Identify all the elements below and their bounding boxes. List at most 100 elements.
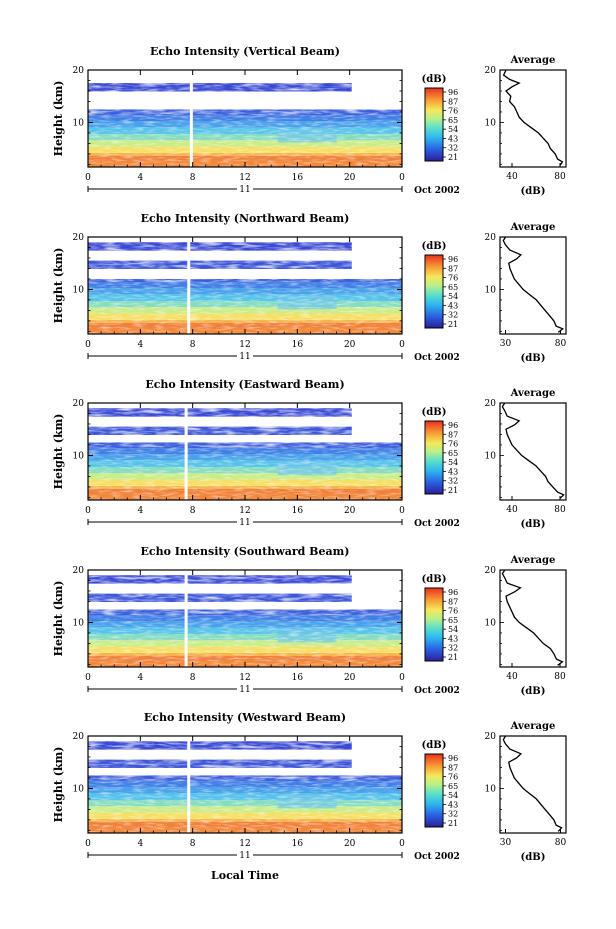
x-tick-label: 12: [239, 506, 250, 516]
average-title: Average: [510, 55, 556, 66]
data-gap: [189, 70, 193, 167]
day-label-bg: [237, 351, 253, 361]
colorbar-tick-label: 21: [448, 819, 458, 828]
data-gap: [187, 237, 191, 334]
average-title: Average: [510, 555, 556, 566]
date-label: Oct 2002: [414, 353, 460, 363]
speckle-texture: [88, 736, 402, 781]
colorbar-tick-label: 43: [448, 800, 458, 809]
average-title: Average: [510, 388, 556, 399]
colorbar-tick-label: 65: [448, 283, 458, 292]
y-tick-label: 10: [73, 285, 85, 295]
x-tick-label: 4: [137, 673, 143, 683]
colorbar-tick-label: 54: [448, 625, 458, 634]
average-frame: [499, 69, 567, 168]
panel-1: Echo Intensity (Northward Beam) 0 4 8 12 16 20…: [52, 212, 567, 364]
colorbar-tick-label: 32: [448, 477, 458, 486]
x-tick-label: 8: [190, 340, 196, 350]
average-x-tick-label: 80: [555, 838, 567, 848]
day-label-bg: [237, 850, 253, 860]
day-label: 11: [239, 518, 250, 528]
x-tick-label: 16: [292, 340, 304, 350]
colorbar-tick-label: 54: [448, 292, 458, 301]
y-axis-label: Height (km): [52, 414, 65, 490]
x-tick-label: 8: [190, 673, 196, 683]
x-tick-label: 0: [399, 839, 405, 849]
average-profile-line: [502, 69, 564, 166]
colorbar-tick-label: 54: [448, 125, 458, 134]
y-tick-label: 10: [73, 618, 85, 628]
x-tick-label: 12: [239, 340, 250, 350]
colorbar-tick-label: 43: [448, 301, 458, 310]
x-tick-label: 20: [344, 506, 356, 516]
colorbar-tick-label: 43: [448, 467, 458, 476]
y-tick-label: 20: [73, 399, 85, 409]
average-x-tick-label: 40: [506, 672, 518, 682]
average-x-tick-label: 80: [554, 672, 566, 682]
average-x-tick-label: 30: [500, 838, 512, 848]
colorbar-tick-label: 76: [448, 773, 458, 782]
x-tick-label: 4: [137, 340, 143, 350]
colorbar-tick-label: 32: [448, 810, 458, 819]
colorbar: [424, 87, 444, 162]
colorbar-title: (dB): [422, 74, 447, 85]
day-label-bg: [237, 184, 253, 194]
y-tick-label: 10: [73, 451, 85, 461]
colorbar-title: (dB): [422, 574, 447, 585]
x-tick-label: 4: [137, 506, 143, 516]
date-label: Oct 2002: [414, 186, 460, 196]
colorbar-tick-label: 76: [448, 607, 458, 616]
average-x-tick-label: 40: [506, 172, 518, 182]
colorbar-tick-label: 96: [448, 754, 458, 763]
data-gap: [184, 403, 188, 500]
x-tick-label: 0: [85, 839, 91, 849]
x-tick-label: 0: [399, 340, 405, 350]
average-frame: [499, 236, 567, 335]
x-tick-label: 16: [292, 173, 304, 183]
colorbar-tick-label: 21: [448, 486, 458, 495]
colorbar-title: (dB): [422, 740, 447, 751]
x-tick-label: 12: [239, 839, 250, 849]
x-tick-label: 20: [344, 340, 356, 350]
x-tick-label: 8: [190, 173, 196, 183]
average-x-tick-label: 80: [555, 339, 567, 349]
colorbar-tick-label: 87: [448, 597, 458, 606]
panel-3: Echo Intensity (Southward Beam) 0 4 8 12 16 20…: [52, 545, 567, 697]
average-x-tick-label: 80: [554, 505, 566, 515]
average-y-tick-label: 10: [485, 784, 497, 794]
average-x-tick-label: 40: [506, 505, 518, 515]
average-y-tick-label: 10: [485, 618, 497, 628]
x-tick-label: 12: [239, 673, 250, 683]
colorbar-tick-label: 32: [448, 311, 458, 320]
colorbar-tick-label: 21: [448, 653, 458, 662]
y-tick-label: 20: [73, 566, 85, 576]
x-tick-label: 16: [292, 506, 304, 516]
y-tick-label: 10: [73, 118, 85, 128]
speckle-texture: [88, 403, 402, 448]
x-axis-label: Local Time: [211, 869, 279, 882]
colorbar: [424, 420, 444, 495]
panel-title: Echo Intensity (Westward Beam): [144, 711, 346, 724]
panel-title: Echo Intensity (Southward Beam): [141, 545, 350, 558]
y-axis-label: Height (km): [52, 248, 65, 324]
panel-title: Echo Intensity (Northward Beam): [141, 212, 350, 225]
average-title: Average: [510, 222, 556, 233]
colorbar-tick-label: 96: [448, 588, 458, 597]
x-tick-label: 0: [85, 506, 91, 516]
y-tick-label: 20: [73, 732, 85, 742]
average-frame: [499, 735, 567, 834]
colorbar-tick-label: 65: [448, 616, 458, 625]
date-label: Oct 2002: [414, 686, 460, 696]
average-y-tick-label: 10: [485, 451, 497, 461]
colorbar-tick-label: 65: [448, 782, 458, 791]
average-y-tick-label: 20: [485, 233, 497, 243]
colorbar-tick-label: 87: [448, 763, 458, 772]
x-tick-label: 4: [137, 839, 143, 849]
y-tick-label: 20: [73, 233, 85, 243]
average-y-tick-label: 20: [485, 66, 497, 76]
colorbar-title: (dB): [422, 407, 447, 418]
colorbar-tick-label: 76: [448, 107, 458, 116]
x-tick-label: 16: [292, 839, 304, 849]
panel-2: Echo Intensity (Eastward Beam) 0 4 8 12 16 20 0…: [52, 378, 567, 530]
